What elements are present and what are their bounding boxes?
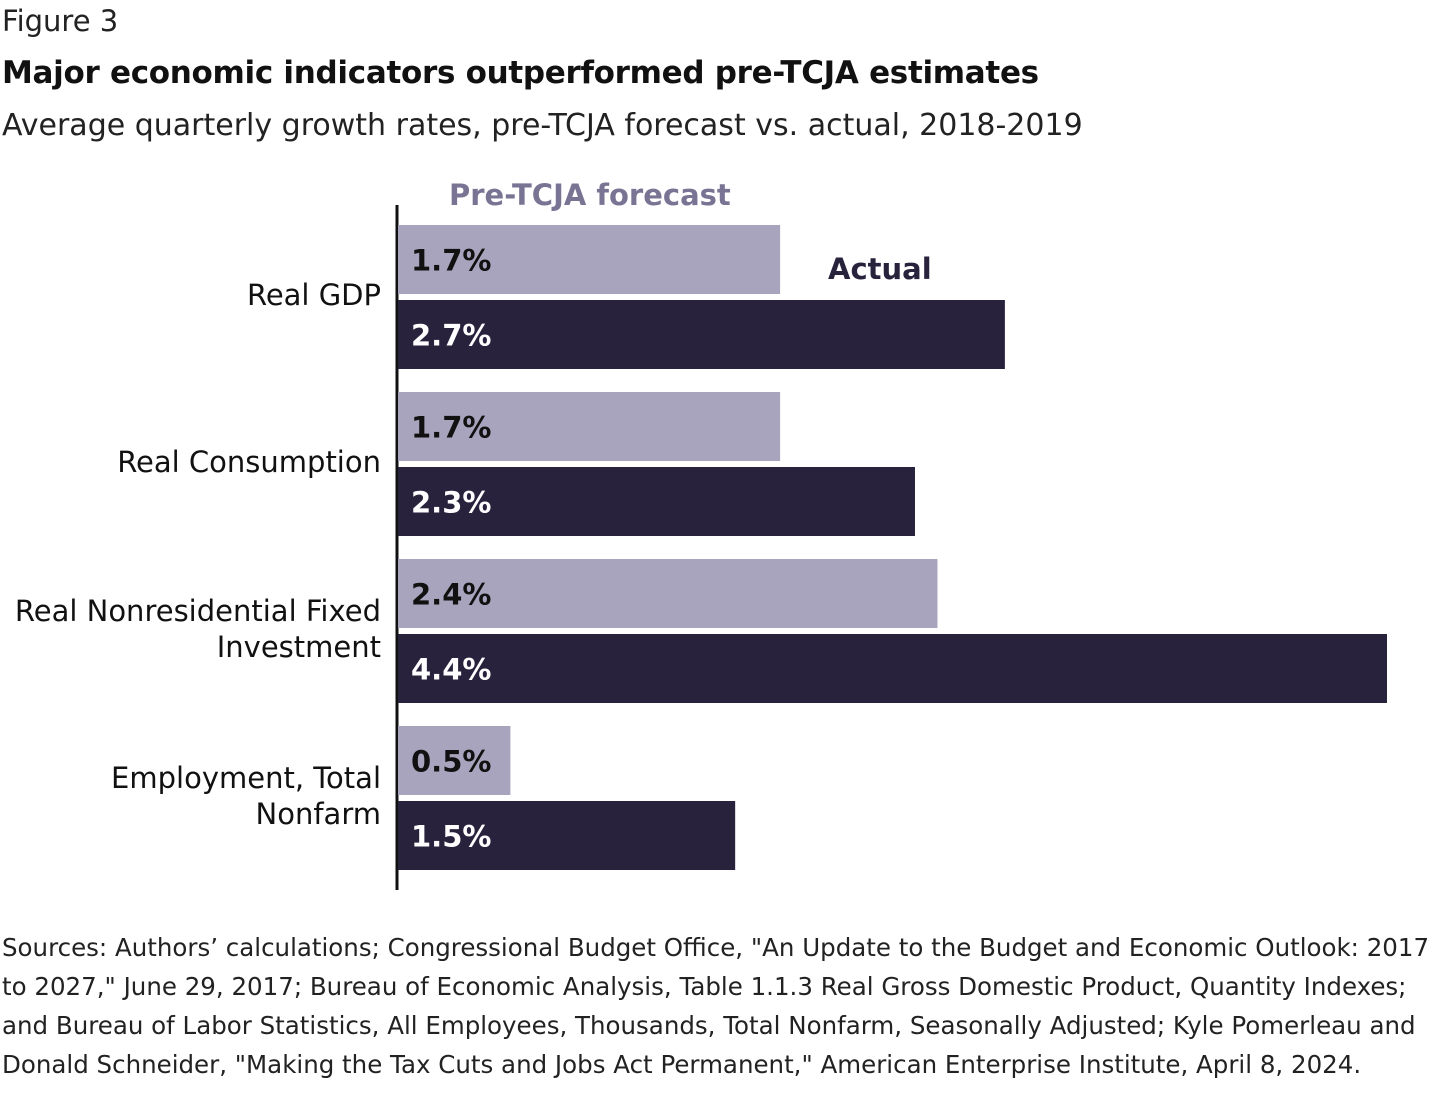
category-label: Employment, Total	[111, 761, 381, 795]
data-label: 0.5%	[411, 745, 491, 779]
legend-actual-label: Actual	[828, 252, 932, 286]
forecast-bar	[398, 559, 938, 628]
sources-note: Sources: Authors’ calculations; Congress…	[2, 933, 1430, 1079]
actual-bar	[398, 801, 736, 870]
category-label: Real GDP	[247, 278, 381, 312]
actual-bar	[398, 634, 1387, 703]
forecast-bar	[398, 726, 511, 795]
data-label: 2.4%	[411, 578, 491, 612]
legend-forecast-label: Pre-TCJA forecast	[449, 178, 731, 212]
data-label: 4.4%	[411, 653, 491, 687]
actual-bar	[398, 467, 915, 536]
data-label: 1.7%	[411, 244, 491, 278]
data-label: 2.3%	[411, 486, 491, 520]
figure-label: Figure 3	[2, 4, 119, 38]
data-label: 1.5%	[411, 820, 491, 854]
forecast-bar	[398, 392, 781, 461]
actual-bar	[398, 300, 1005, 369]
category-label: Real Consumption	[117, 445, 381, 479]
chart-subtitle: Average quarterly growth rates, pre-TCJA…	[2, 108, 1083, 143]
data-label: 1.7%	[411, 411, 491, 445]
data-label: 2.7%	[411, 319, 491, 353]
category-label: Investment	[217, 630, 381, 664]
forecast-bar	[398, 225, 781, 294]
category-label: Nonfarm	[256, 797, 381, 831]
bar-chart: Real GDP 1.7% 2.7% Real Consumption 1.7% 2.3%…	[15, 178, 1387, 890]
category-label: Real Nonresidential Fixed	[15, 594, 381, 628]
chart-title: Major economic indicators outperformed p…	[2, 55, 1039, 91]
